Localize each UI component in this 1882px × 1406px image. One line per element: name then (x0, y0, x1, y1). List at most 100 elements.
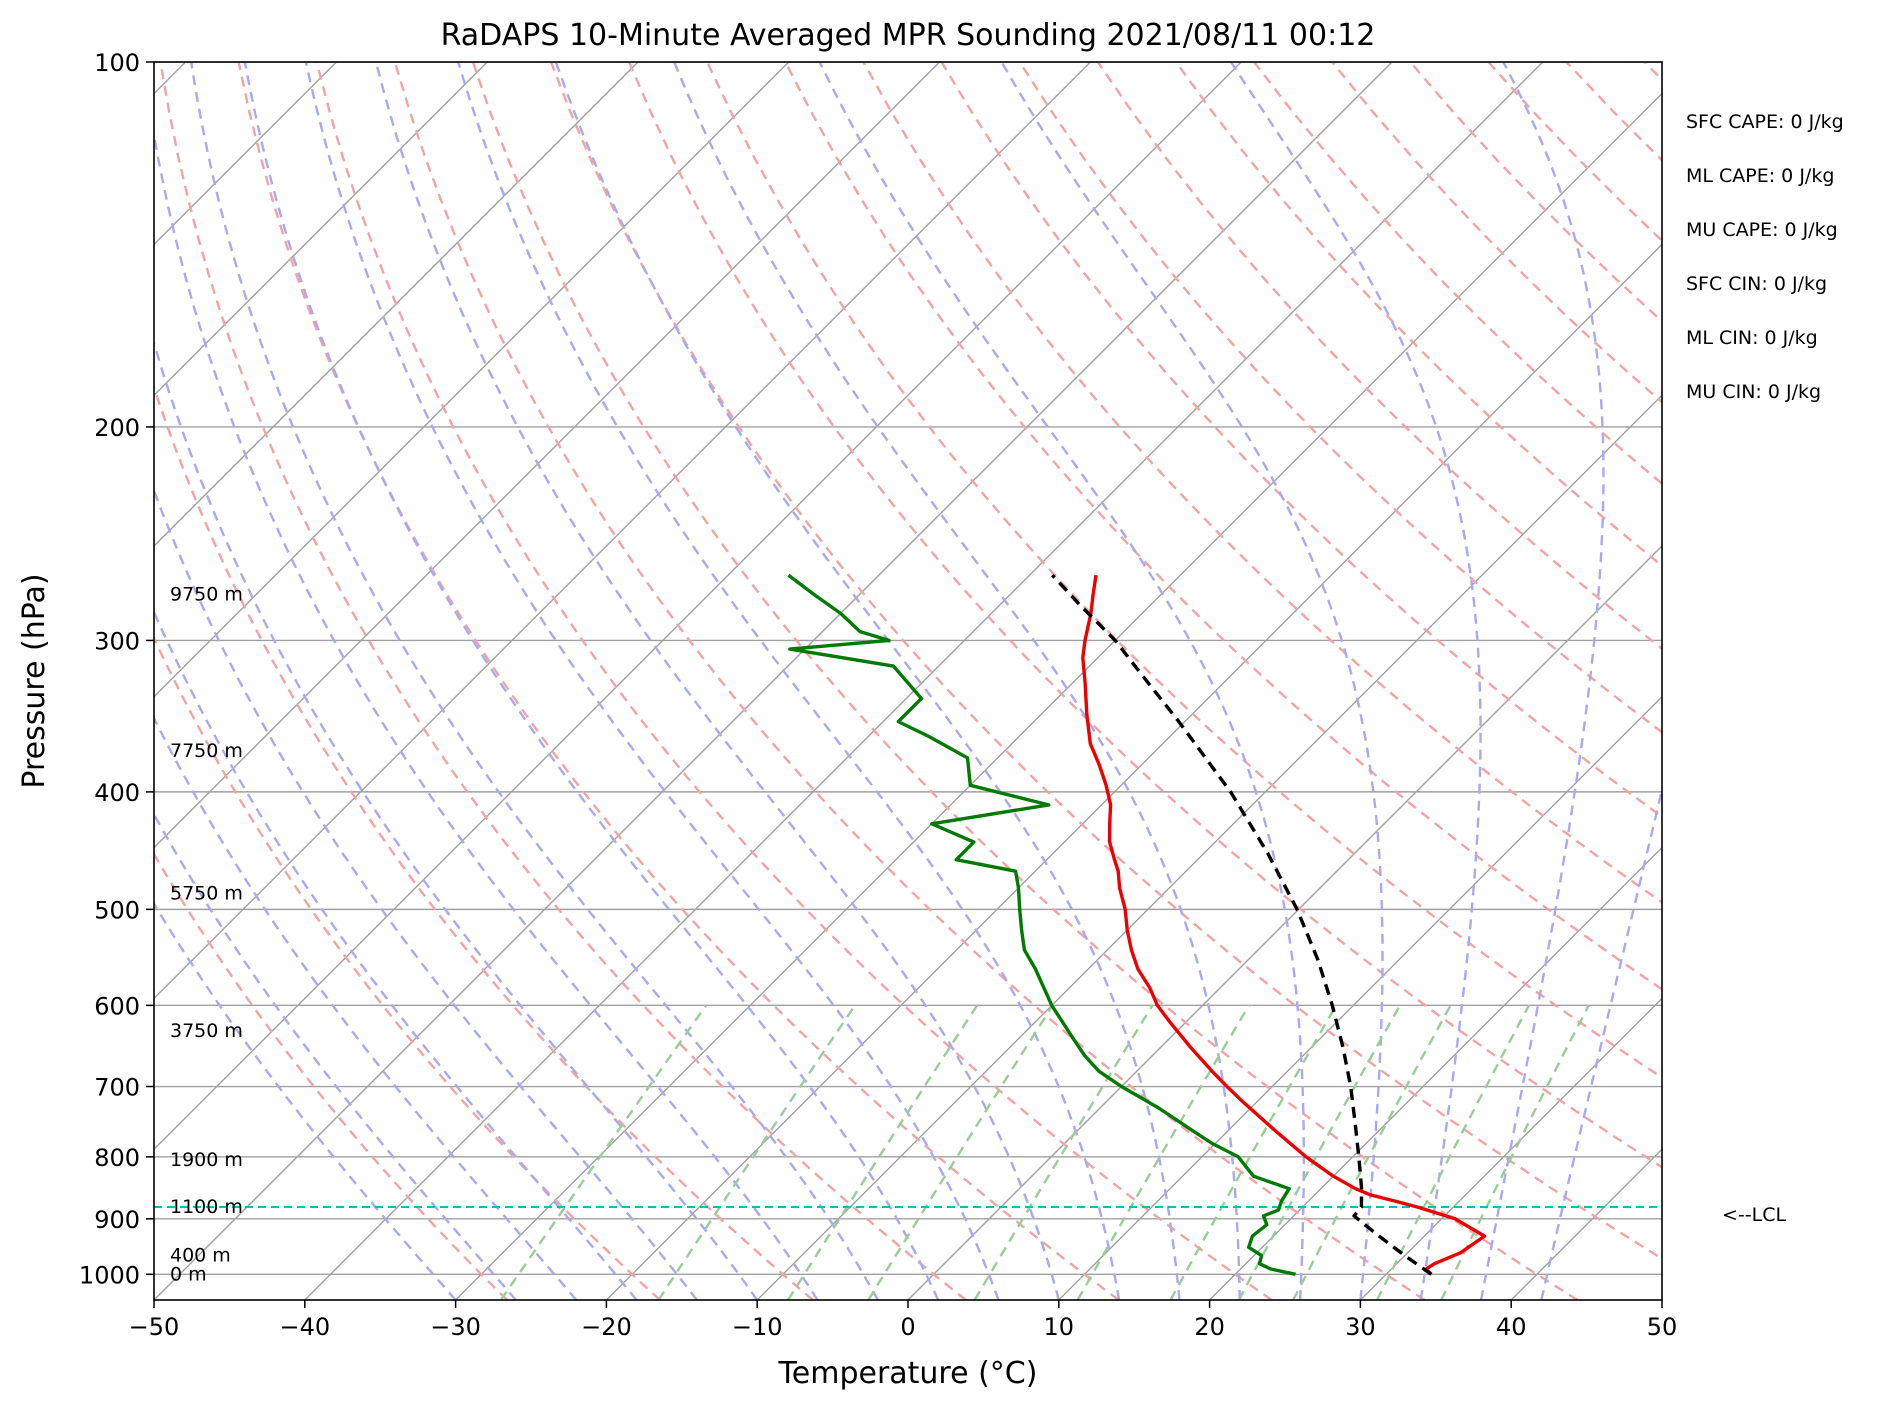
data-series (154, 573, 1662, 1276)
moist-adiabat-line (243, 62, 940, 1300)
stat-text: ML CIN: 0 J/kg (1686, 327, 1818, 349)
moist-adiabat-line (154, 338, 759, 1300)
height-label: 7750 m (170, 740, 243, 762)
isotherm-line (1510, 1148, 1662, 1300)
y-tick-label: 300 (94, 627, 140, 655)
dry-adiabat-line (1096, 62, 1662, 650)
moist-adiabat-line (190, 62, 879, 1300)
y-tick-label: 900 (94, 1206, 140, 1234)
moist-adiabat-line (154, 127, 819, 1300)
dewpoint-profile-line (787, 573, 1296, 1276)
dry-adiabat-line (1253, 62, 1662, 486)
mixing-ratio-line (1292, 1004, 1452, 1300)
x-tick-label: −30 (430, 1313, 481, 1341)
dry-adiabat-line (1331, 62, 1662, 404)
stability-stats: SFC CAPE: 0 J/kg ML CAPE: 0 J/kg MU CAPE: … (1686, 111, 1844, 403)
height-label: 3750 m (170, 1020, 243, 1042)
y-tick-label: 1000 (79, 1261, 140, 1289)
dry-adiabat-line (940, 62, 1662, 819)
y-tick-label: 700 (94, 1074, 140, 1102)
height-label: 1100 m (170, 1196, 243, 1218)
moist-adiabat-line (673, 62, 1241, 1300)
moist-adiabat-line (1540, 783, 1662, 1300)
height-label: 0 m (170, 1263, 207, 1285)
dry-adiabat-line (154, 383, 814, 1300)
height-label: 1900 m (170, 1149, 243, 1171)
y-tick-label: 100 (94, 49, 140, 77)
mixing-ratio-line (499, 1004, 708, 1300)
temperature-profile-line (1081, 574, 1487, 1276)
x-tick-label: 0 (900, 1313, 915, 1341)
moist-adiabat-line (154, 487, 698, 1300)
x-tick-label: 20 (1194, 1313, 1225, 1341)
parcel-profile-line (1051, 573, 1433, 1276)
x-tick-label: 30 (1345, 1313, 1376, 1341)
y-tick-label: 600 (94, 992, 140, 1020)
dry-adiabat-line (393, 62, 1426, 1300)
dry-adiabat-line (1487, 62, 1662, 243)
mixing-ratio-line (1237, 1004, 1401, 1300)
isotherm-line (1661, 1299, 1662, 1300)
moist-adiabat-line (374, 62, 1060, 1300)
isotherm-line (1058, 695, 1662, 1300)
isotherm-line (1209, 846, 1662, 1300)
dry-adiabat-line (159, 62, 967, 1300)
isotherm-line (154, 62, 1091, 1000)
stat-text: ML CAPE: 0 J/kg (1686, 165, 1834, 187)
x-tick-label: −50 (129, 1313, 180, 1341)
moist-adiabat-line (1479, 62, 1605, 1300)
stat-text: SFC CAPE: 0 J/kg (1686, 111, 1844, 133)
moist-adiabat-line (554, 62, 1181, 1300)
x-tick-label: −40 (279, 1313, 330, 1341)
y-tick-label: 200 (94, 414, 140, 442)
dry-adiabat-line (1643, 62, 1662, 82)
mixing-ratio-line (786, 1004, 979, 1300)
isotherm-line (455, 92, 1662, 1300)
dry-adiabat-line (237, 62, 1120, 1300)
y-tick-label: 500 (94, 896, 140, 924)
mixing-ratio-line (657, 1004, 856, 1300)
moist-adiabat-line (1229, 62, 1482, 1300)
mixing-ratio-line (1169, 1004, 1338, 1300)
mixing-ratio-line (973, 1004, 1154, 1300)
mixing-ratio-line (867, 1004, 1054, 1300)
height-label: 9750 m (170, 584, 243, 606)
isotherm-line (154, 62, 488, 397)
y-tick-label: 400 (94, 779, 140, 807)
mixing-ratio-line (1076, 1004, 1251, 1300)
isotherm-line (907, 545, 1662, 1300)
isotherm-line (1359, 997, 1662, 1300)
isotherm-line (605, 243, 1662, 1300)
x-tick-label: −20 (581, 1313, 632, 1341)
dry-adiabat-line (1174, 62, 1662, 568)
moist-adiabat-line (818, 62, 1305, 1300)
dry-adiabat-line (706, 62, 1662, 1079)
axes: −50 −40 −30 −20 −10 0 10 20 30 40 50 100 200 300 400 50… (79, 49, 1677, 1341)
isotherm-line (154, 62, 1393, 1300)
isotherm-line (154, 62, 1242, 1151)
dry-adiabat-line (549, 62, 1662, 1261)
isotherm-line (154, 62, 639, 547)
lcl-label: <--LCL (1722, 1204, 1786, 1226)
moist-adiabat-line (304, 62, 1000, 1300)
moist-adiabat-line (1000, 62, 1384, 1300)
x-tick-label: 50 (1647, 1313, 1678, 1341)
isotherm-line (154, 62, 790, 698)
y-tick-label: 800 (94, 1144, 140, 1172)
dry-adiabat-line (154, 851, 508, 1300)
dry-adiabat-line (1409, 62, 1662, 323)
background-lines (154, 62, 1662, 1300)
isotherm-line (154, 62, 941, 849)
moist-adiabat-line (154, 609, 638, 1300)
height-label: 5750 m (170, 882, 243, 904)
dry-adiabat-line (862, 62, 1662, 904)
stat-text: SFC CIN: 0 J/kg (1686, 273, 1827, 295)
height-label: 400 m (170, 1245, 231, 1267)
moist-adiabat-line (457, 62, 1121, 1300)
dry-adiabat-line (1565, 62, 1662, 162)
y-axis-label: Pressure (hPa) (17, 573, 52, 788)
moist-adiabat-line (154, 715, 578, 1300)
x-tick-label: −10 (732, 1313, 783, 1341)
